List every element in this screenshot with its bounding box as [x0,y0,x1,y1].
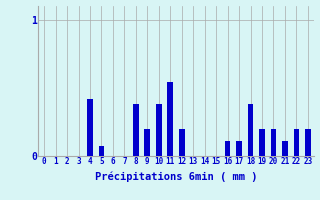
Bar [133,104,139,156]
Bar [99,146,104,156]
Bar [156,104,162,156]
Bar [271,129,276,156]
Bar [305,129,311,156]
Bar [179,129,185,156]
Bar [248,104,253,156]
Bar [167,82,173,156]
Bar [293,129,299,156]
Bar [236,141,242,156]
X-axis label: Précipitations 6min ( mm ): Précipitations 6min ( mm ) [95,172,257,182]
Bar [144,129,150,156]
Bar [282,141,288,156]
Bar [259,129,265,156]
Bar [87,99,93,156]
Bar [225,141,230,156]
